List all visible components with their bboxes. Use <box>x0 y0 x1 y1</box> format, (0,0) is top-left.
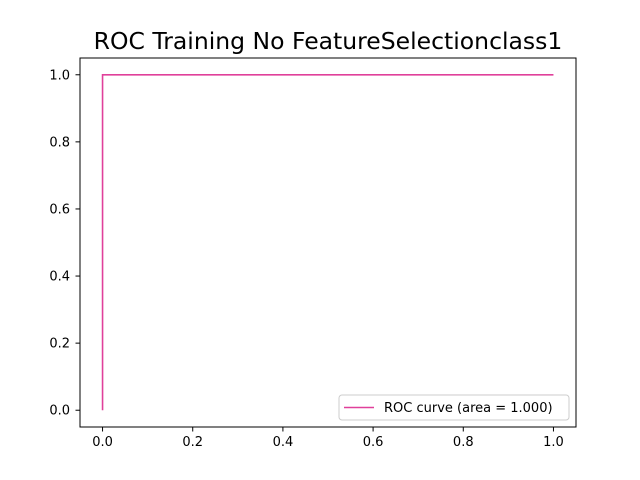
x-tick-label: 1.0 <box>543 435 564 450</box>
x-tick-label: 0.8 <box>453 435 474 450</box>
x-tick-label: 0.0 <box>92 435 113 450</box>
y-tick-label: 0.2 <box>49 337 70 352</box>
legend-box <box>338 394 570 421</box>
legend-label: ROC curve (area = 1.000) <box>384 401 553 416</box>
y-tick-label: 0.4 <box>49 270 70 285</box>
y-tick-label: 0.0 <box>49 404 70 419</box>
x-tick-label: 0.4 <box>273 435 294 450</box>
series-layer <box>101 73 554 411</box>
plot-area <box>79 57 577 428</box>
legend: ROC curve (area = 1.000) <box>338 394 570 421</box>
x-tick-label: 0.6 <box>363 435 384 450</box>
x-tick-label: 0.2 <box>182 435 203 450</box>
y-tick-label: 1.0 <box>49 68 70 83</box>
axes-frame <box>79 57 577 428</box>
y-tick-label: 0.8 <box>49 135 70 150</box>
x-axis: 0.0 0.2 0.4 0.6 0.8 1.0 <box>92 427 564 450</box>
y-axis: 0.0 0.2 0.4 0.6 0.8 1.0 <box>49 68 80 419</box>
chart-title: ROC Training No FeatureSelectionclass1 <box>94 27 563 55</box>
roc-curve-line <box>101 73 554 411</box>
y-tick-label: 0.6 <box>49 202 70 217</box>
